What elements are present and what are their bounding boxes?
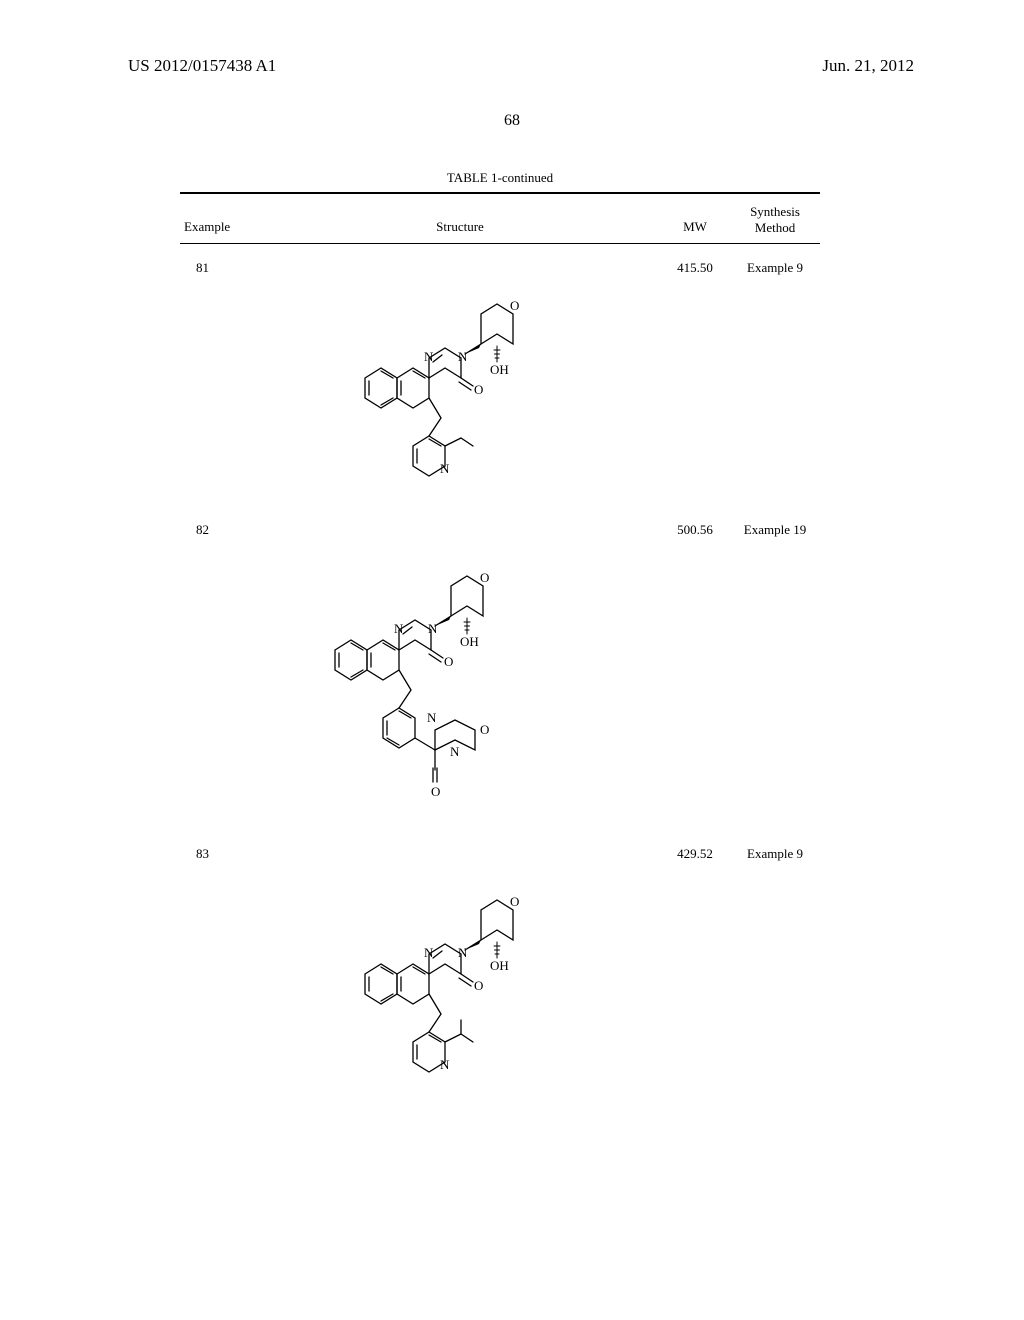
- cell-synthesis: Example 19: [730, 520, 820, 538]
- col-header-mw: MW: [660, 219, 730, 235]
- svg-text:O: O: [431, 784, 440, 799]
- page-number: 68: [0, 112, 1024, 130]
- publication-date: Jun. 21, 2012: [822, 56, 914, 76]
- svg-text:OH: OH: [460, 634, 479, 649]
- svg-text:O: O: [480, 722, 489, 737]
- svg-text:O: O: [474, 978, 483, 993]
- cell-example: 81: [180, 258, 260, 276]
- svg-text:O: O: [510, 894, 519, 909]
- cell-example: 83: [180, 844, 260, 862]
- cell-mw: 415.50: [660, 258, 730, 276]
- svg-text:N: N: [427, 710, 437, 725]
- page-header: US 2012/0157438 A1 Jun. 21, 2012: [0, 56, 1024, 76]
- svg-text:N: N: [440, 1057, 450, 1072]
- svg-text:N: N: [428, 621, 438, 636]
- structure-svg-83: N N O O: [345, 844, 575, 1114]
- svg-text:N: N: [440, 461, 450, 476]
- cell-structure: N N O N: [260, 258, 660, 506]
- cell-example: 82: [180, 520, 260, 538]
- col-header-example: Example: [180, 219, 260, 235]
- table-row: 83 N N: [180, 830, 820, 1114]
- cell-synthesis: Example 9: [730, 258, 820, 276]
- svg-text:O: O: [474, 382, 483, 397]
- col-header-structure: Structure: [260, 219, 660, 235]
- svg-text:N: N: [450, 744, 460, 759]
- col-header-synthesis-line1: Synthesis: [750, 204, 800, 219]
- structure-svg-81: N N O N: [345, 258, 575, 506]
- table-caption: TABLE 1-continued: [180, 170, 820, 186]
- table-row: 82 N N: [180, 506, 820, 830]
- cell-structure: N N O O: [260, 520, 660, 830]
- table-row: 81 N N: [180, 244, 820, 506]
- svg-text:O: O: [510, 298, 519, 313]
- col-header-synthesis: Synthesis Method: [730, 204, 820, 235]
- cell-mw: 500.56: [660, 520, 730, 538]
- svg-text:OH: OH: [490, 958, 509, 973]
- cell-mw: 429.52: [660, 844, 730, 862]
- svg-text:O: O: [480, 570, 489, 585]
- structure-svg-82: N N O O: [315, 520, 605, 830]
- svg-text:N: N: [458, 349, 468, 364]
- svg-text:OH: OH: [490, 362, 509, 377]
- table-column-headers: Example Structure MW Synthesis Method: [180, 194, 820, 243]
- cell-synthesis: Example 9: [730, 844, 820, 862]
- publication-number: US 2012/0157438 A1: [128, 56, 276, 76]
- cell-structure: N N O O: [260, 844, 660, 1114]
- svg-text:O: O: [444, 654, 453, 669]
- table-1-continued: TABLE 1-continued Example Structure MW S…: [180, 170, 820, 1114]
- svg-text:N: N: [458, 945, 468, 960]
- col-header-synthesis-line2: Method: [755, 220, 795, 235]
